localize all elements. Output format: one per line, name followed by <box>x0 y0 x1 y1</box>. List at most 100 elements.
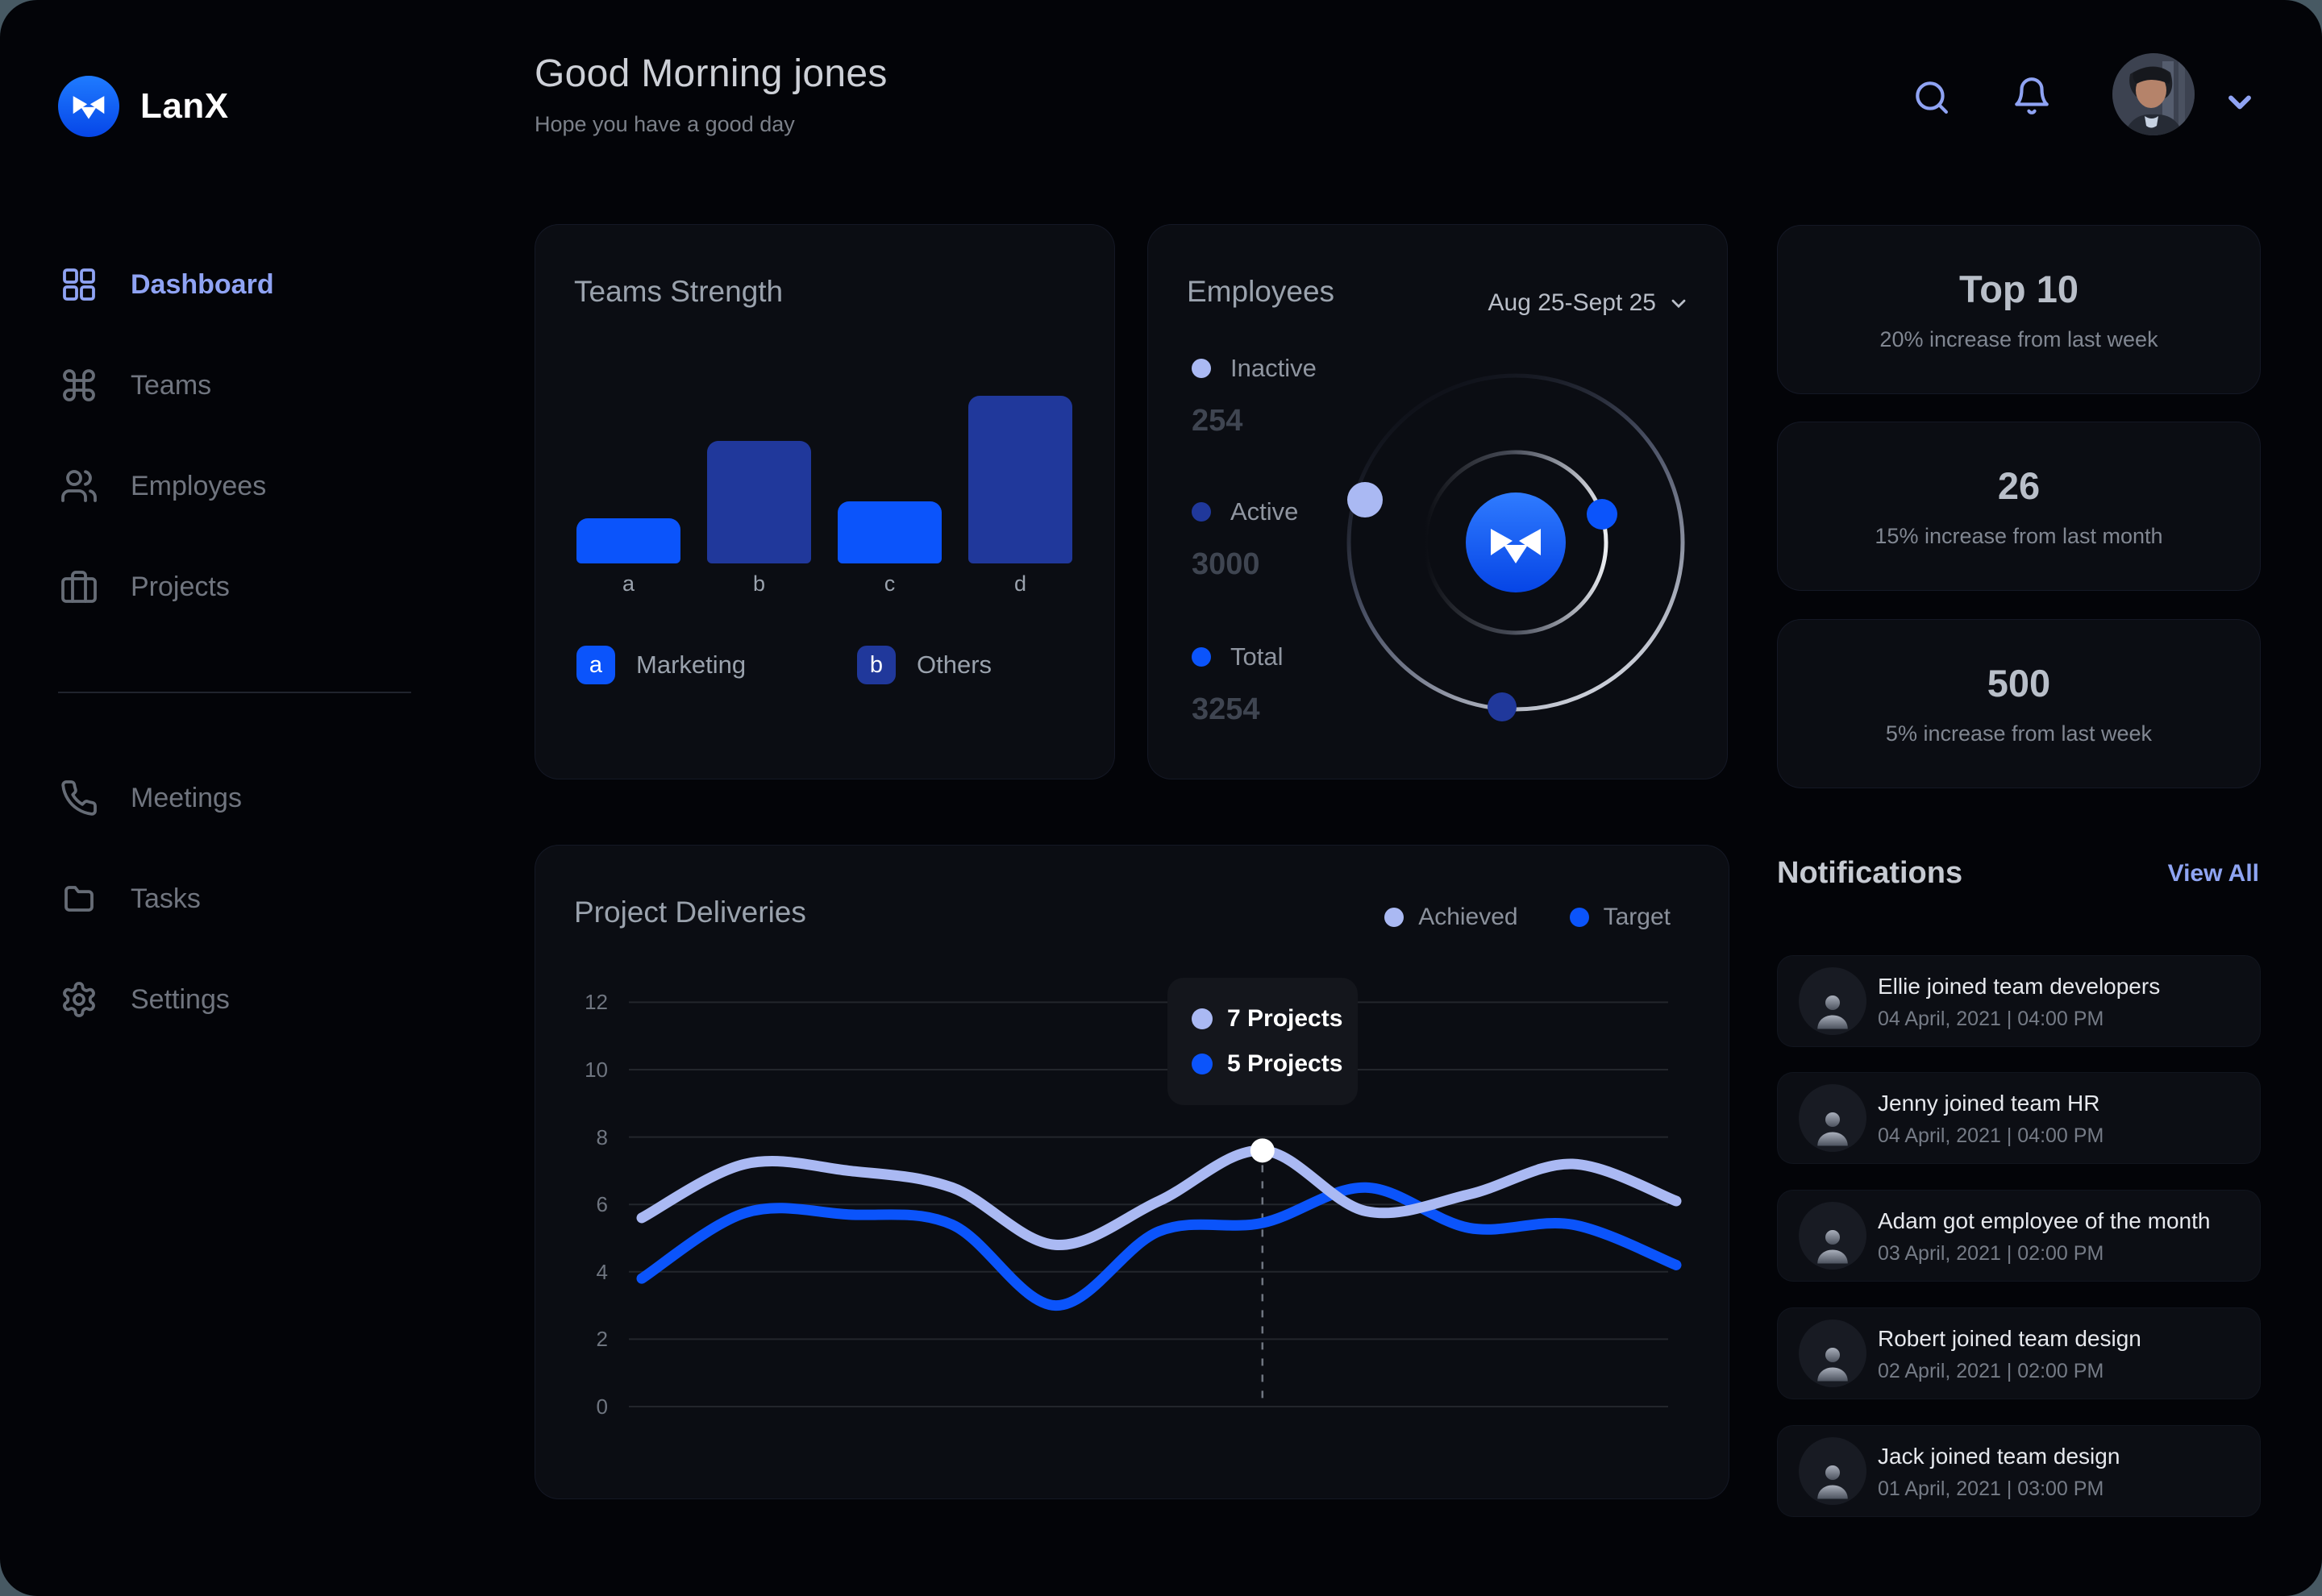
users-icon <box>58 465 100 507</box>
employees-stat-total: Total 3254 <box>1192 642 1284 726</box>
bar-axis-label: c <box>884 571 896 596</box>
sidebar-item-label: Meetings <box>131 782 242 813</box>
stat-value: 26 <box>1997 464 2041 507</box>
sidebar-item-dashboard[interactable]: Dashboard <box>58 256 429 313</box>
legend-chip-b: b <box>857 646 896 684</box>
briefcase-icon <box>58 566 100 608</box>
stat-value: 500 <box>1987 662 2051 704</box>
line-chart <box>629 1001 1682 1407</box>
person-avatar-icon <box>1799 967 1866 1035</box>
notification-title: Robert joined team design <box>1878 1326 2141 1351</box>
phone-icon <box>58 777 100 819</box>
person-avatar-icon <box>1799 1202 1866 1270</box>
sidebar-item-projects[interactable]: Projects <box>58 559 429 615</box>
notification-date: 03 April, 2021 | 02:00 PM <box>1878 1242 2104 1265</box>
bar-d <box>968 396 1072 563</box>
brand-name: LanX <box>140 86 229 126</box>
chart-tooltip: 7 Projects 5 Projects <box>1167 978 1358 1105</box>
orbit-dot-inactive <box>1347 482 1383 517</box>
sidebar-item-label: Tasks <box>131 883 201 914</box>
series-target <box>636 1182 1682 1311</box>
line-chart-legend: Achieved Target <box>1384 904 1671 931</box>
sidebar-item-label: Employees <box>131 470 267 501</box>
profile-menu-button[interactable] <box>2219 81 2261 123</box>
user-avatar[interactable] <box>2112 53 2195 135</box>
brand-logo[interactable]: LanX <box>58 76 229 137</box>
notification-title: Adam got employee of the month <box>1878 1208 2211 1233</box>
stat-subtitle: 15% increase from last month <box>1875 524 2163 548</box>
legend-chip-a: a <box>576 646 615 684</box>
notification-item[interactable]: Adam got employee of the month 03 April,… <box>1777 1190 2261 1282</box>
date-range-select[interactable]: Aug 25-Sept 25 <box>1488 289 1691 317</box>
sidebar-divider <box>58 692 411 693</box>
legend-target: Target <box>1603 904 1671 930</box>
inactive-dot <box>1192 359 1211 378</box>
stat-card-26: 26 15% increase from last month <box>1777 422 2261 591</box>
employees-card: Employees Aug 25-Sept 25 Inactive 254 Ac… <box>1147 224 1728 779</box>
sidebar-item-employees[interactable]: Employees <box>58 458 429 514</box>
employees-stat-active: Active 3000 <box>1192 497 1299 581</box>
notification-date: 01 April, 2021 | 03:00 PM <box>1878 1478 2104 1500</box>
notification-date: 04 April, 2021 | 04:00 PM <box>1878 1124 2104 1147</box>
notification-item[interactable]: Jenny joined team HR 04 April, 2021 | 04… <box>1777 1072 2261 1164</box>
bar-c <box>838 501 942 563</box>
notification-date: 02 April, 2021 | 02:00 PM <box>1878 1360 2104 1382</box>
sidebar-item-label: Dashboard <box>131 268 274 300</box>
search-button[interactable] <box>1911 77 1953 118</box>
sidebar-item-label: Settings <box>131 983 230 1015</box>
sidebar-item-label: Projects <box>131 571 230 602</box>
bar-a <box>576 518 680 563</box>
grid-icon <box>58 264 100 305</box>
notification-title: Ellie joined team developers <box>1878 974 2161 999</box>
notification-item[interactable]: Robert joined team design 02 April, 2021… <box>1777 1307 2261 1399</box>
notifications-button[interactable] <box>2011 75 2053 117</box>
teams-strength-card: Teams Strength a b c d a Marketing b Others <box>535 224 1115 779</box>
target-dot <box>1569 908 1589 927</box>
sidebar-item-settings[interactable]: Settings <box>58 971 429 1028</box>
marker-dot <box>1250 1138 1275 1163</box>
notification-date: 04 April, 2021 | 04:00 PM <box>1878 1008 2104 1030</box>
stat-value: Top 10 <box>1959 268 2079 310</box>
tooltip-achieved-dot <box>1192 1008 1213 1029</box>
orbit-dot-active <box>1488 692 1517 721</box>
bell-icon <box>2015 77 2049 114</box>
notifications-header: Notifications View All <box>1777 856 2259 891</box>
bar-axis-label: b <box>752 571 766 596</box>
orbit-dot-total <box>1587 499 1617 530</box>
achieved-dot <box>1384 908 1404 927</box>
legend-others: b Others <box>857 646 992 684</box>
notifications-title: Notifications <box>1777 856 1963 890</box>
sidebar-item-tasks[interactable]: Tasks <box>58 871 429 927</box>
stat-card-500: 500 5% increase from last week <box>1777 619 2261 788</box>
stat-subtitle: 5% increase from last week <box>1885 721 2153 746</box>
orbital-graphic <box>1346 373 1685 721</box>
sidebar-item-meetings[interactable]: Meetings <box>58 770 429 826</box>
sidebar-nav: Dashboard Teams Employees Project <box>58 256 429 1072</box>
employees-stat-inactive: Inactive 254 <box>1192 354 1317 438</box>
total-dot <box>1192 647 1211 667</box>
notification-item[interactable]: Ellie joined team developers 04 April, 2… <box>1777 955 2261 1047</box>
greeting-subtitle: Hope you have a good day <box>535 112 795 136</box>
search-icon <box>1916 81 1949 114</box>
active-dot <box>1192 502 1211 522</box>
bar-axis-label: d <box>1013 571 1027 596</box>
tooltip-target-dot <box>1192 1054 1213 1074</box>
person-avatar-icon <box>1799 1437 1866 1505</box>
notification-item[interactable]: Jack joined team design 01 April, 2021 |… <box>1777 1425 2261 1517</box>
legend-achieved: Achieved <box>1418 904 1518 930</box>
bar-axis-label: a <box>622 571 635 596</box>
sidebar-item-teams[interactable]: Teams <box>58 357 429 414</box>
notification-title: Jack joined team design <box>1878 1444 2120 1469</box>
greeting-title: Good Morning jones <box>535 52 888 95</box>
person-avatar-icon <box>1799 1320 1866 1387</box>
notification-title: Jenny joined team HR <box>1878 1091 2100 1116</box>
chevron-down-icon <box>1671 299 1686 309</box>
sidebar-item-label: Teams <box>131 369 212 401</box>
page-header: Good Morning jones Hope you have a good … <box>535 52 888 137</box>
view-all-link[interactable]: View All <box>2167 859 2259 887</box>
series-achieved <box>636 1145 1682 1250</box>
chevron-down-icon <box>2228 95 2251 110</box>
legend-marketing: a Marketing <box>576 646 746 684</box>
